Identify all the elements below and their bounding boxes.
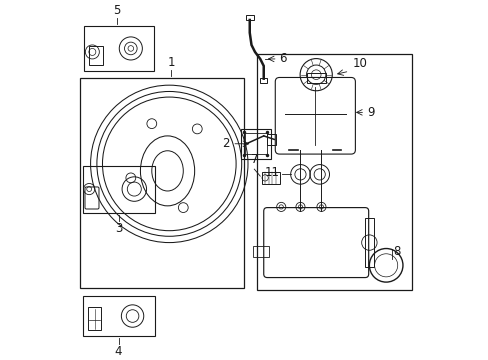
Text: 5: 5 <box>113 4 120 17</box>
Bar <box>259 78 266 84</box>
Bar <box>365 218 373 267</box>
Bar <box>253 246 268 257</box>
Bar <box>83 26 153 71</box>
Bar <box>306 73 325 84</box>
Text: 8: 8 <box>392 245 400 258</box>
Text: 1: 1 <box>167 57 174 69</box>
Text: 7: 7 <box>250 153 258 166</box>
Text: 3: 3 <box>115 222 122 235</box>
Bar <box>256 54 411 290</box>
Text: 2: 2 <box>222 137 229 150</box>
Text: 10: 10 <box>352 58 367 71</box>
Bar <box>80 78 244 288</box>
Bar <box>261 172 279 184</box>
Text: 6: 6 <box>279 53 286 66</box>
Bar <box>266 134 275 145</box>
Bar <box>83 166 154 213</box>
Bar <box>83 296 154 336</box>
Bar <box>89 46 102 65</box>
Text: 9: 9 <box>366 106 374 119</box>
Bar <box>244 133 266 154</box>
Bar <box>88 307 101 330</box>
Text: 11: 11 <box>264 166 279 179</box>
Bar <box>245 15 253 21</box>
Bar <box>241 129 270 159</box>
Text: 4: 4 <box>115 345 122 358</box>
